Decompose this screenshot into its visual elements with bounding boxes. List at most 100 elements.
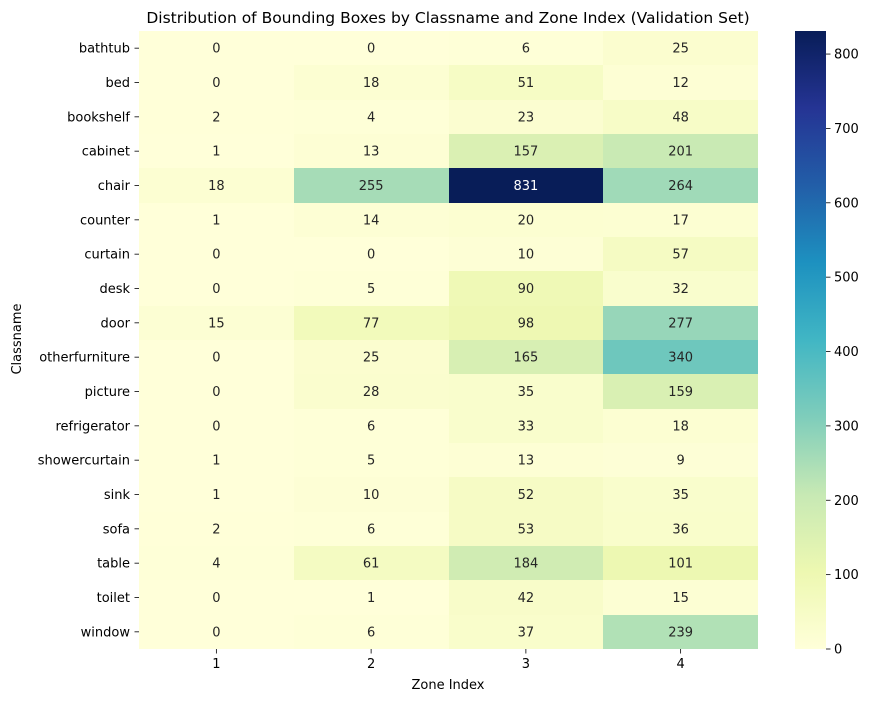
cell-value-label: 6 bbox=[367, 522, 375, 537]
heatmap-cell bbox=[294, 168, 449, 203]
heatmap-cell bbox=[294, 203, 449, 237]
cell-value-label: 5 bbox=[367, 282, 375, 297]
cell-value-label: 4 bbox=[367, 110, 375, 125]
heatmap-cell bbox=[294, 237, 449, 271]
heatmap-cell bbox=[603, 100, 758, 134]
cell-value-label: 9 bbox=[676, 454, 684, 469]
heatmap-cell bbox=[449, 477, 603, 512]
heatmap-cell bbox=[449, 237, 603, 271]
heatmap-cell bbox=[294, 409, 449, 443]
y-tick-label: toilet bbox=[97, 591, 130, 606]
y-tick-label: table bbox=[97, 557, 130, 572]
y-tick-label: chair bbox=[98, 179, 131, 194]
x-tick-label: 1 bbox=[212, 657, 220, 672]
cell-value-label: 6 bbox=[522, 42, 530, 57]
cell-value-label: 10 bbox=[363, 488, 380, 503]
heatmap-cell bbox=[294, 546, 449, 580]
heatmap-cell bbox=[139, 615, 294, 649]
colorbar: 0 100 200 300 400 500 600 700 800 bbox=[795, 31, 859, 658]
chart-title: Distribution of Bounding Boxes by Classn… bbox=[146, 9, 749, 27]
y-axis-label: Classname bbox=[10, 303, 25, 374]
heatmap-cell bbox=[294, 65, 449, 100]
cell-value-label: 2 bbox=[212, 110, 220, 125]
cell-value-label: 239 bbox=[668, 625, 693, 640]
x-axis-ticks: 1 2 3 4 bbox=[212, 649, 685, 672]
cell-value-label: 255 bbox=[359, 179, 384, 194]
heatmap-cell bbox=[449, 31, 603, 65]
cell-value-label: 25 bbox=[363, 351, 380, 366]
cell-value-label: 157 bbox=[513, 145, 538, 160]
cell-value-label: 57 bbox=[672, 248, 689, 263]
heatmap-cell bbox=[603, 31, 758, 65]
colorbar-tick-label: 700 bbox=[834, 122, 859, 137]
cell-value-label: 6 bbox=[367, 625, 375, 640]
cell-value-label: 0 bbox=[212, 42, 220, 57]
heatmap-cell bbox=[603, 546, 758, 580]
heatmap-cell bbox=[139, 237, 294, 271]
cell-value-label: 17 bbox=[672, 213, 689, 228]
heatmap-cell bbox=[449, 100, 603, 134]
cell-value-label: 1 bbox=[367, 591, 375, 606]
cell-value-label: 15 bbox=[672, 591, 689, 606]
heatmap-cell bbox=[449, 271, 603, 306]
cell-value-label: 51 bbox=[518, 76, 535, 91]
cell-value-label: 25 bbox=[672, 42, 689, 57]
y-tick-label: desk bbox=[99, 282, 130, 297]
cell-value-label: 0 bbox=[367, 42, 375, 57]
cell-value-label: 77 bbox=[363, 316, 380, 331]
y-tick-label: bathtub bbox=[79, 42, 130, 57]
heatmap-cell bbox=[449, 546, 603, 580]
cell-value-label: 6 bbox=[367, 419, 375, 434]
heatmap-cell bbox=[294, 374, 449, 409]
cell-value-label: 184 bbox=[513, 557, 538, 572]
cell-value-label: 10 bbox=[518, 248, 535, 263]
heatmap-cell bbox=[449, 168, 603, 203]
cell-value-label: 0 bbox=[212, 76, 220, 91]
colorbar-tick-label: 500 bbox=[834, 271, 859, 286]
x-axis-label: Zone Index bbox=[411, 678, 484, 693]
y-tick-label: sink bbox=[104, 488, 131, 503]
cell-value-label: 23 bbox=[518, 110, 535, 125]
heatmap-cell bbox=[294, 615, 449, 649]
cell-value-label: 340 bbox=[668, 351, 693, 366]
colorbar-tick-label: 300 bbox=[834, 419, 859, 434]
heatmap-cell bbox=[139, 168, 294, 203]
cell-value-label: 2 bbox=[212, 522, 220, 537]
y-tick-label: bookshelf bbox=[67, 110, 130, 125]
cell-value-label: 35 bbox=[672, 488, 689, 503]
cell-value-label: 48 bbox=[672, 110, 689, 125]
y-tick-label: curtain bbox=[84, 248, 130, 263]
cell-value-label: 0 bbox=[367, 248, 375, 263]
heatmap-cell bbox=[449, 306, 603, 340]
cell-value-label: 831 bbox=[513, 179, 538, 194]
heatmap-cell bbox=[603, 134, 758, 168]
y-tick-label: door bbox=[100, 316, 130, 331]
heatmap-cell bbox=[139, 443, 294, 477]
cell-value-label: 14 bbox=[363, 213, 380, 228]
cell-value-label: 15 bbox=[208, 316, 225, 331]
cell-value-label: 61 bbox=[363, 557, 380, 572]
heatmap-cell bbox=[139, 100, 294, 134]
cell-value-label: 159 bbox=[668, 385, 693, 400]
y-tick-label: counter bbox=[80, 213, 131, 228]
y-tick-label: sofa bbox=[103, 522, 130, 537]
cell-value-label: 0 bbox=[212, 385, 220, 400]
heatmap-cell bbox=[603, 374, 758, 409]
heatmap-cell bbox=[139, 374, 294, 409]
heatmap-cell bbox=[603, 580, 758, 615]
heatmap-cell bbox=[449, 409, 603, 443]
heatmap-cell bbox=[139, 512, 294, 546]
cell-value-label: 0 bbox=[212, 351, 220, 366]
heatmap-cell bbox=[294, 134, 449, 168]
heatmap-cell bbox=[294, 477, 449, 512]
heatmap-cell bbox=[294, 31, 449, 65]
cell-value-label: 0 bbox=[212, 591, 220, 606]
cell-value-label: 1 bbox=[212, 213, 220, 228]
heatmap-cell bbox=[139, 477, 294, 512]
heatmap-cell bbox=[603, 512, 758, 546]
y-tick-label: otherfurniture bbox=[39, 351, 130, 366]
colorbar-tick-label: 200 bbox=[834, 494, 859, 509]
heatmap-cell bbox=[603, 615, 758, 649]
